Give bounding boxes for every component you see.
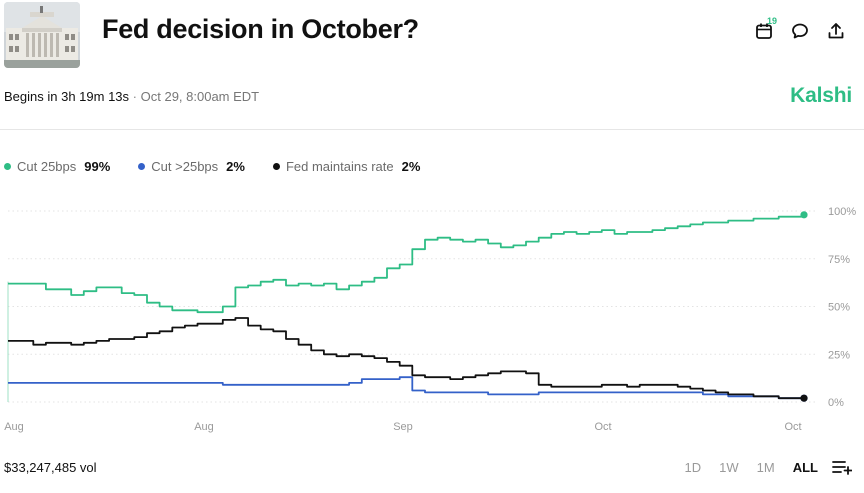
page-title: Fed decision in October?: [102, 14, 419, 44]
kalshi-logo[interactable]: Kalshi: [790, 84, 852, 107]
countdown: Begins in 3h 19m 13s: [4, 89, 130, 104]
federal-reserve-building-icon: [4, 2, 80, 68]
calendar-button[interactable]: [752, 19, 776, 43]
range-1d-button[interactable]: 1D: [684, 460, 702, 475]
y-tick-label: 50%: [828, 302, 850, 314]
series-line: [8, 214, 805, 314]
legend-label: Fed maintains rate: [285, 159, 394, 174]
legend-percent: 2%: [401, 159, 421, 174]
series-endpoint: [800, 211, 808, 219]
range-1w-button[interactable]: 1W: [719, 460, 739, 475]
legend-percent: 2%: [226, 159, 245, 174]
comment-icon: [792, 23, 808, 39]
legend-dot-icon: [272, 163, 280, 170]
separator: ·: [132, 89, 137, 104]
chart-footer: $33,247,485 vol 1D 1W 1M ALL: [0, 452, 864, 482]
y-tick-label: 25%: [828, 349, 850, 361]
range-selector: 1D 1W 1M ALL: [685, 460, 818, 475]
event-timing: Begins in 3h 19m 13s · Oct 29, 8:00am ED…: [4, 89, 259, 104]
legend-label: Cut >25bps: [151, 159, 219, 174]
chart-settings-button[interactable]: [832, 458, 853, 476]
x-tick-label: Oct: [594, 421, 611, 433]
event-date: Oct 29, 8:00am EDT: [140, 89, 260, 104]
chart-settings-icon: [832, 461, 853, 475]
volume-label: $33,247,485 vol: [4, 460, 97, 475]
range-1m-button[interactable]: 1M: [756, 460, 775, 475]
calendar-icon: [756, 23, 772, 39]
x-tick-label: Aug: [194, 421, 214, 433]
event-thumbnail[interactable]: [4, 2, 80, 68]
price-chart-svg: 100% 75% 50% 25% 0% Aug Aug Sep Oct Oct: [4, 206, 856, 433]
event-header: Fed decision in October? 19: [0, 0, 864, 72]
y-tick-label: 75%: [828, 254, 850, 266]
legend-dot-icon: [138, 163, 146, 170]
share-icon: [828, 23, 844, 39]
x-tick-label: Sep: [393, 421, 413, 433]
x-tick-label: Aug: [4, 421, 24, 433]
series-endpoint: [800, 394, 808, 402]
divider: [0, 129, 864, 130]
series-line: [8, 317, 804, 400]
price-chart[interactable]: 100% 75% 50% 25% 0% Aug Aug Sep Oct Oct: [0, 196, 864, 440]
comment-button[interactable]: [788, 19, 812, 43]
legend-dot-icon: [4, 163, 11, 170]
y-tick-label: 0%: [828, 397, 844, 409]
legend-item[interactable]: Cut >25bps 2%: [138, 159, 245, 174]
series-line: [8, 376, 804, 400]
notification-count: 19: [767, 16, 778, 26]
legend-item[interactable]: Cut 25bps 99%: [4, 159, 110, 174]
legend-item[interactable]: Fed maintains rate 2%: [272, 159, 421, 174]
y-tick-label: 100%: [828, 206, 856, 218]
legend-percent: 99%: [84, 159, 111, 174]
x-tick-label: Oct: [784, 421, 801, 433]
legend-label: Cut 25bps: [17, 159, 77, 174]
chart-legend: Cut 25bps 99% Cut >25bps 2% Fed maintains ra…: [4, 159, 420, 174]
share-button[interactable]: [824, 19, 848, 43]
range-all-button[interactable]: ALL: [792, 460, 818, 475]
